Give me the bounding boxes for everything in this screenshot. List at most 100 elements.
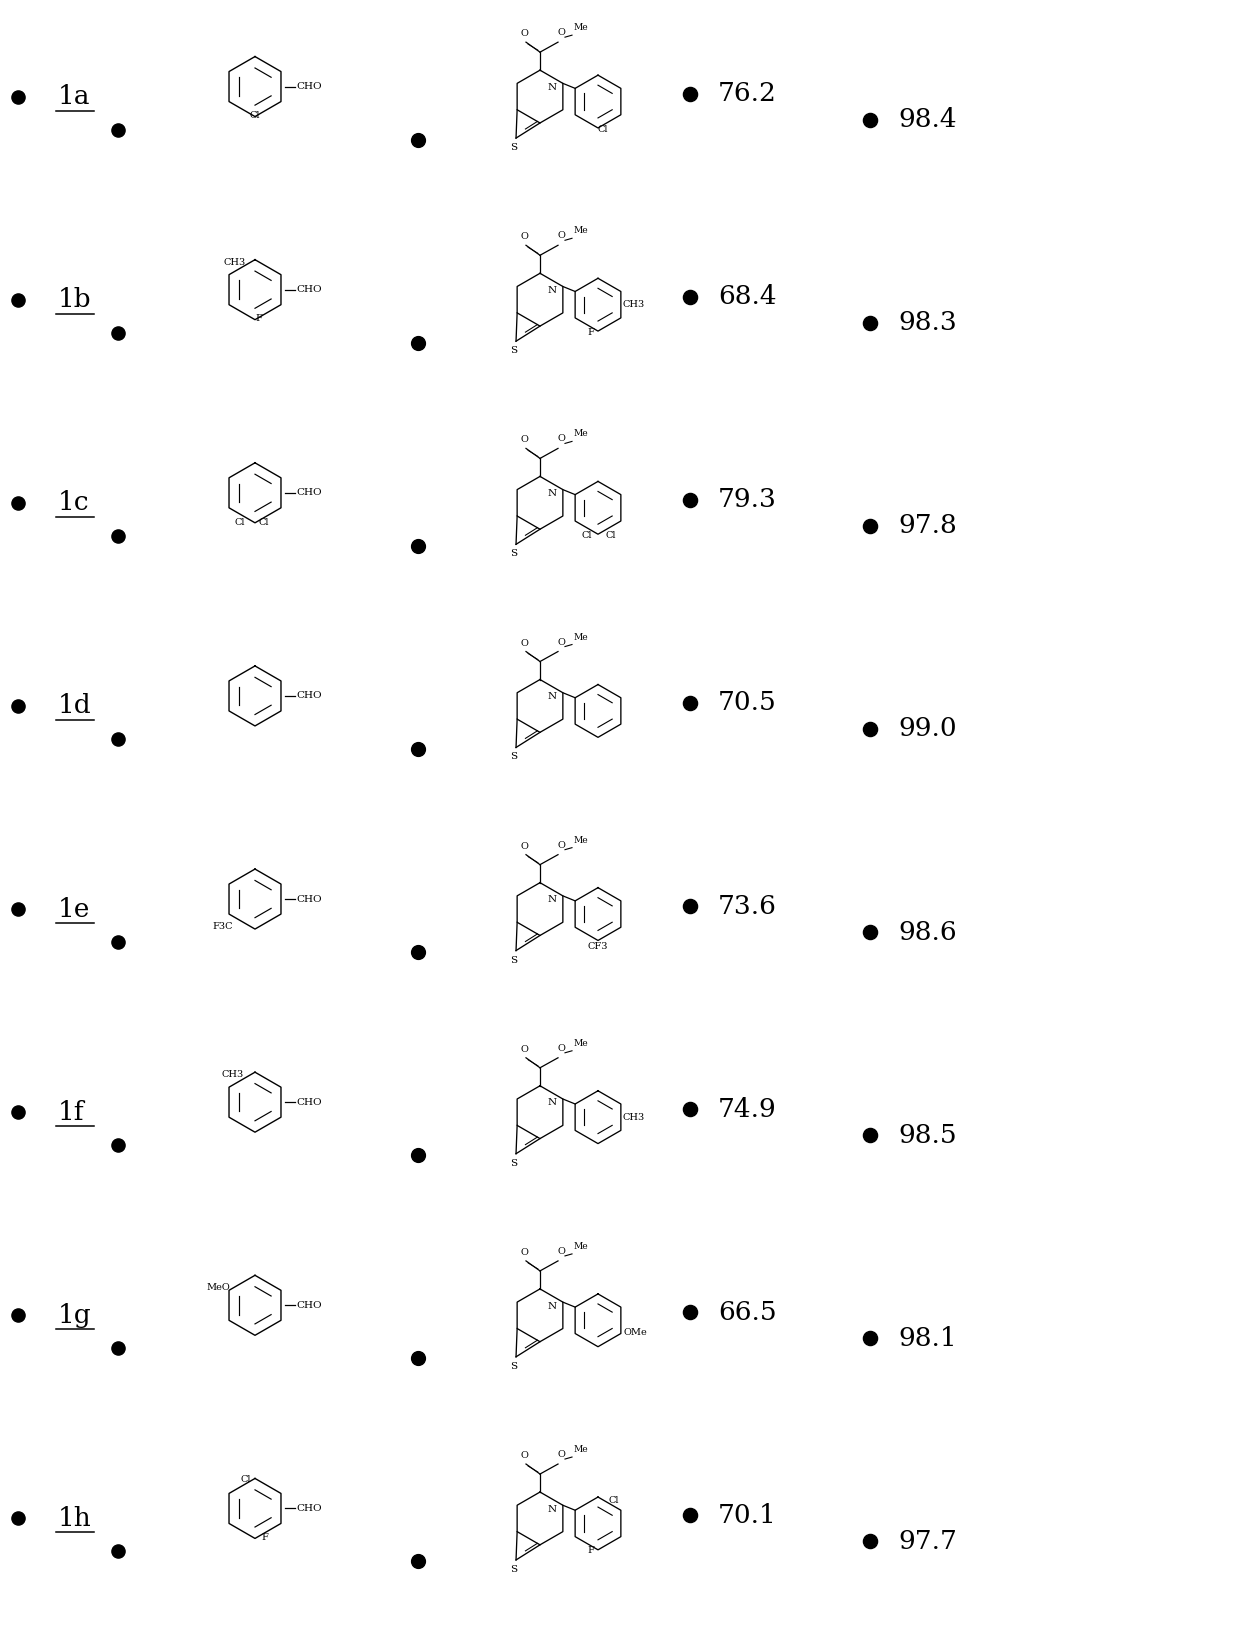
Text: 1a: 1a (58, 84, 91, 109)
Text: S: S (511, 956, 517, 965)
Text: Me: Me (574, 632, 589, 642)
Point (408, 1142, 428, 1168)
Point (408, 533, 428, 559)
Point (680, 488, 699, 514)
Text: 1e: 1e (58, 897, 91, 921)
Text: O: O (558, 1450, 565, 1459)
Text: F: F (262, 1534, 268, 1542)
Text: CHO: CHO (296, 894, 321, 904)
Text: 76.2: 76.2 (718, 81, 777, 106)
Text: CHO: CHO (296, 488, 321, 497)
Text: MeO: MeO (206, 1282, 229, 1292)
Text: O: O (520, 436, 528, 444)
Text: Me: Me (574, 1038, 589, 1048)
Text: 74.9: 74.9 (718, 1097, 776, 1121)
Text: Me: Me (574, 226, 589, 236)
Text: 98.4: 98.4 (898, 107, 956, 132)
Point (861, 1326, 880, 1352)
Text: CHO: CHO (296, 286, 321, 294)
Point (9, 489, 29, 515)
Point (108, 320, 128, 346)
Text: OMe: OMe (624, 1329, 647, 1337)
Text: S: S (511, 1159, 517, 1168)
Text: 1g: 1g (58, 1303, 92, 1328)
Text: CH3: CH3 (622, 301, 645, 309)
Text: O: O (520, 29, 528, 37)
Point (680, 691, 699, 717)
Text: Cl: Cl (234, 517, 244, 526)
Point (680, 284, 699, 310)
Point (9, 286, 29, 312)
Text: CHO: CHO (296, 1098, 321, 1107)
Point (408, 939, 428, 965)
Text: O: O (558, 434, 565, 444)
Text: O: O (558, 1043, 565, 1053)
Text: Me: Me (574, 1445, 589, 1454)
Text: N: N (548, 1505, 557, 1513)
Text: O: O (558, 28, 565, 37)
Text: N: N (548, 489, 557, 497)
Text: Cl: Cl (249, 111, 260, 120)
Text: Cl: Cl (598, 125, 608, 133)
Text: S: S (511, 1565, 517, 1575)
Text: N: N (548, 1098, 557, 1107)
Point (9, 1098, 29, 1124)
Text: Me: Me (574, 1242, 589, 1251)
Point (861, 717, 880, 743)
Text: CF3: CF3 (588, 942, 609, 951)
Text: O: O (558, 231, 565, 240)
Text: 97.7: 97.7 (898, 1529, 957, 1554)
Text: 98.5: 98.5 (898, 1123, 956, 1147)
Text: N: N (548, 895, 557, 904)
Text: S: S (511, 752, 517, 762)
Text: 1b: 1b (58, 288, 92, 312)
Point (680, 1300, 699, 1326)
Text: 98.6: 98.6 (898, 920, 956, 944)
Text: O: O (558, 1246, 565, 1256)
Text: O: O (520, 1451, 528, 1459)
Text: Cl: Cl (582, 531, 591, 540)
Text: N: N (548, 1302, 557, 1310)
Text: S: S (511, 143, 517, 153)
Point (9, 1505, 29, 1531)
Text: Cl: Cl (605, 531, 615, 540)
Text: O: O (558, 840, 565, 850)
Text: CHO: CHO (296, 1505, 321, 1513)
Text: S: S (511, 549, 517, 559)
Point (408, 1346, 428, 1372)
Point (861, 920, 880, 946)
Point (9, 692, 29, 718)
Text: O: O (520, 639, 528, 647)
Text: N: N (548, 83, 557, 91)
Text: 99.0: 99.0 (898, 717, 956, 741)
Text: Me: Me (574, 835, 589, 845)
Point (9, 895, 29, 921)
Text: CH3: CH3 (221, 1069, 243, 1079)
Text: F3C: F3C (213, 921, 233, 931)
Text: O: O (520, 232, 528, 240)
Text: 1d: 1d (58, 694, 92, 718)
Point (108, 117, 128, 143)
Text: S: S (511, 1362, 517, 1372)
Point (680, 1503, 699, 1529)
Text: O: O (520, 1045, 528, 1053)
Point (680, 1097, 699, 1123)
Text: N: N (548, 286, 557, 294)
Text: 1c: 1c (58, 491, 89, 515)
Text: 70.5: 70.5 (718, 691, 776, 715)
Point (108, 929, 128, 955)
Point (861, 1123, 880, 1149)
Point (408, 127, 428, 153)
Point (108, 1133, 128, 1159)
Text: S: S (511, 346, 517, 356)
Point (861, 1529, 880, 1555)
Text: O: O (520, 842, 528, 850)
Point (108, 1539, 128, 1565)
Text: F: F (255, 315, 262, 323)
Text: 1f: 1f (58, 1100, 84, 1124)
Point (861, 107, 880, 133)
Text: N: N (548, 692, 557, 700)
Text: 1h: 1h (58, 1506, 92, 1531)
Text: F: F (588, 328, 595, 336)
Point (9, 83, 29, 109)
